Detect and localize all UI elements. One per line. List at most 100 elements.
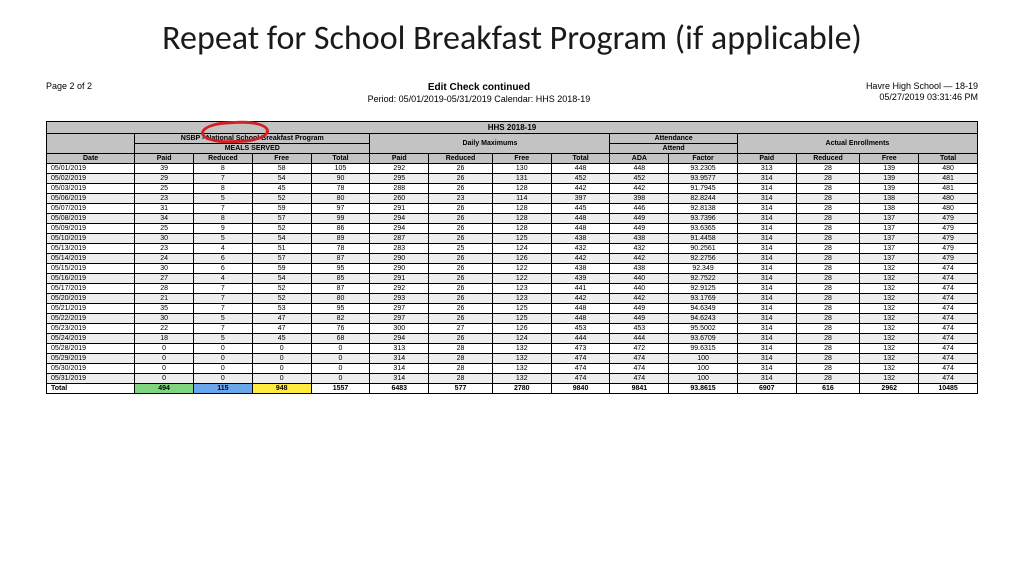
value-cell: 448 <box>551 314 610 324</box>
value-cell: 47 <box>252 324 311 334</box>
table-row: 05/10/201930554892872612543843891.445831… <box>47 234 978 244</box>
total-cell: 6907 <box>737 384 796 394</box>
table-row: 05/23/201922747763002712645345395.500231… <box>47 324 978 334</box>
value-cell: 21 <box>135 294 194 304</box>
value-cell: 132 <box>492 364 551 374</box>
value-cell: 4 <box>193 274 252 284</box>
value-cell: 314 <box>737 204 796 214</box>
table-row: 05/31/2019000031428132474474100314281324… <box>47 374 978 384</box>
value-cell: 128 <box>492 184 551 194</box>
value-cell: 294 <box>370 334 429 344</box>
value-cell: 474 <box>610 354 669 364</box>
value-cell: 292 <box>370 284 429 294</box>
value-cell: 7 <box>193 284 252 294</box>
value-cell: 95.5002 <box>669 324 738 334</box>
value-cell: 123 <box>492 284 551 294</box>
total-cell: 2780 <box>492 384 551 394</box>
value-cell: 26 <box>429 224 493 234</box>
value-cell: 132 <box>860 274 919 284</box>
value-cell: 39 <box>135 164 194 174</box>
value-cell: 132 <box>860 364 919 374</box>
value-cell: 122 <box>492 274 551 284</box>
value-cell: 122 <box>492 264 551 274</box>
value-cell: 99.6315 <box>669 344 738 354</box>
column-header: Total <box>551 154 610 164</box>
value-cell: 78 <box>311 184 370 194</box>
value-cell: 440 <box>610 284 669 294</box>
table-row: 05/09/201925952862942612844844993.636531… <box>47 224 978 234</box>
table-row: 05/08/201934857992942612844844993.739631… <box>47 214 978 224</box>
table-row: 05/02/201929754902952613145245293.957731… <box>47 174 978 184</box>
table-row: 05/20/201921752802932612344244293.176931… <box>47 294 978 304</box>
column-header: Free <box>252 154 311 164</box>
total-cell: 948 <box>252 384 311 394</box>
value-cell: 25 <box>135 184 194 194</box>
value-cell: 52 <box>252 284 311 294</box>
value-cell: 137 <box>860 234 919 244</box>
value-cell: 480 <box>919 164 978 174</box>
table-row: 05/15/201930659952902612243843892.349314… <box>47 264 978 274</box>
value-cell: 474 <box>919 334 978 344</box>
value-cell: 479 <box>919 244 978 254</box>
value-cell: 474 <box>551 354 610 364</box>
column-header: ADA <box>610 154 669 164</box>
value-cell: 54 <box>252 234 311 244</box>
value-cell: 28 <box>796 274 860 284</box>
value-cell: 479 <box>919 224 978 234</box>
table-row: 05/13/201923451782832512443243290.256131… <box>47 244 978 254</box>
value-cell: 92.2756 <box>669 254 738 264</box>
value-cell: 34 <box>135 214 194 224</box>
report-period: Period: 05/01/2019-05/31/2019 Calendar: … <box>368 94 591 106</box>
value-cell: 314 <box>737 354 796 364</box>
date-cell: 05/07/2019 <box>47 204 135 214</box>
value-cell: 474 <box>919 264 978 274</box>
column-header: Paid <box>135 154 194 164</box>
value-cell: 51 <box>252 244 311 254</box>
value-cell: 474 <box>919 354 978 364</box>
table-row: 05/22/201930547822972612544844994.624331… <box>47 314 978 324</box>
value-cell: 442 <box>610 294 669 304</box>
value-cell: 93.6365 <box>669 224 738 234</box>
value-cell: 93.2305 <box>669 164 738 174</box>
total-cell: 10485 <box>919 384 978 394</box>
value-cell: 26 <box>429 184 493 194</box>
column-header: Free <box>492 154 551 164</box>
value-cell: 28 <box>429 364 493 374</box>
value-cell: 26 <box>429 214 493 224</box>
value-cell: 288 <box>370 184 429 194</box>
value-cell: 28 <box>796 204 860 214</box>
value-cell: 26 <box>429 304 493 314</box>
value-cell: 313 <box>737 164 796 174</box>
total-cell: 577 <box>429 384 493 394</box>
value-cell: 139 <box>860 174 919 184</box>
value-cell: 474 <box>919 374 978 384</box>
value-cell: 125 <box>492 304 551 314</box>
value-cell: 26 <box>429 234 493 244</box>
value-cell: 474 <box>551 374 610 384</box>
value-cell: 295 <box>370 174 429 184</box>
value-cell: 314 <box>737 174 796 184</box>
value-cell: 0 <box>193 364 252 374</box>
date-cell: 05/20/2019 <box>47 294 135 304</box>
value-cell: 449 <box>610 214 669 224</box>
value-cell: 28 <box>796 164 860 174</box>
column-header: Reduced <box>193 154 252 164</box>
date-cell: 05/06/2019 <box>47 194 135 204</box>
value-cell: 87 <box>311 254 370 264</box>
table-row: 05/29/2019000031428132474474100314281324… <box>47 354 978 364</box>
value-cell: 8 <box>193 164 252 174</box>
value-cell: 442 <box>610 184 669 194</box>
date-cell: 05/15/2019 <box>47 264 135 274</box>
table-row: 05/28/201900003132813247347299.631531428… <box>47 344 978 354</box>
value-cell: 314 <box>737 324 796 334</box>
value-cell: 314 <box>737 374 796 384</box>
column-header: Date <box>47 154 135 164</box>
value-cell: 26 <box>429 334 493 344</box>
value-cell: 0 <box>252 354 311 364</box>
value-cell: 474 <box>919 284 978 294</box>
value-cell: 5 <box>193 234 252 244</box>
value-cell: 123 <box>492 294 551 304</box>
value-cell: 442 <box>551 294 610 304</box>
value-cell: 93.7396 <box>669 214 738 224</box>
date-cell: 05/03/2019 <box>47 184 135 194</box>
